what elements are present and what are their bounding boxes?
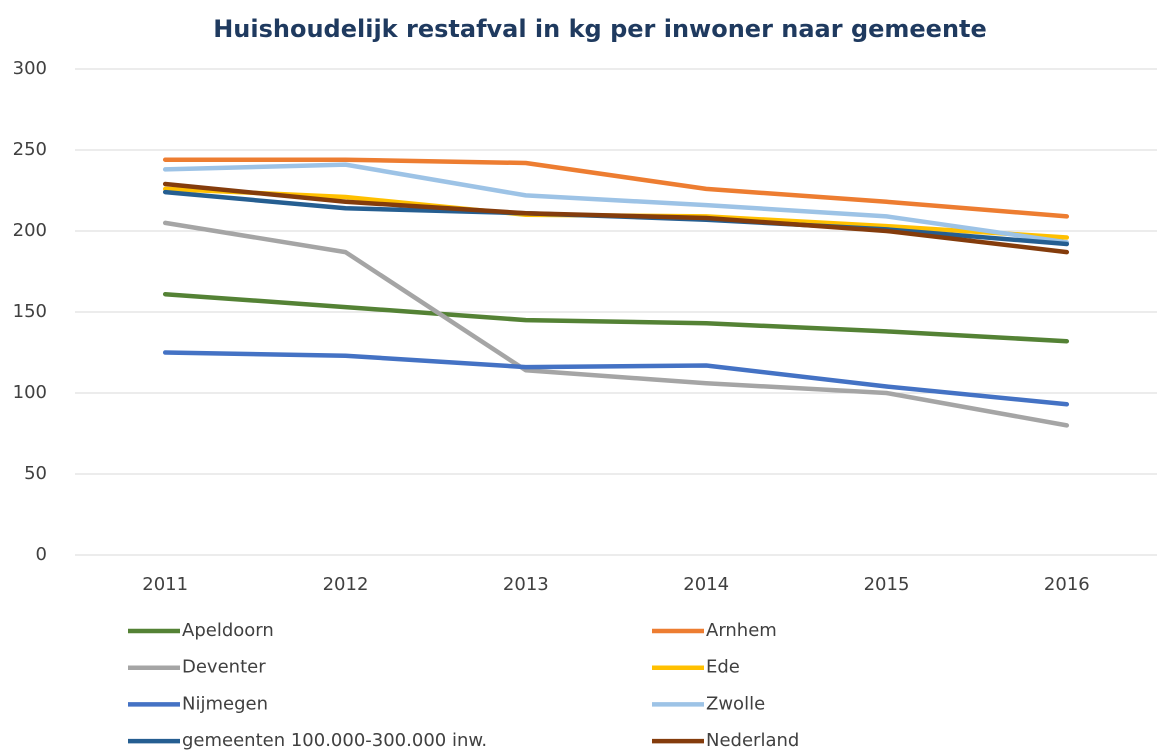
legend-label: Arnhem: [706, 620, 777, 641]
series-line: [162, 350, 1070, 407]
series-line: [162, 181, 1070, 255]
x-tick-label: 2014: [683, 574, 729, 595]
legend-label: Nederland: [706, 730, 799, 751]
chart-title: Huishoudelijk restafval in kg per inwone…: [213, 15, 987, 43]
series-line: [162, 157, 1070, 219]
y-tick-label: 50: [24, 463, 47, 484]
legend-label: Ede: [706, 657, 740, 678]
legend-label: Apeldoorn: [182, 620, 274, 641]
x-tick-label: 2012: [323, 574, 369, 595]
legend-label: Nijmegen: [182, 693, 268, 714]
y-tick-label: 0: [36, 544, 47, 565]
series-line: [162, 220, 1070, 428]
y-tick-label: 200: [13, 220, 47, 241]
x-tick-label: 2011: [142, 574, 188, 595]
series-line: [162, 162, 1070, 245]
x-tick-label: 2016: [1044, 574, 1090, 595]
x-tick-label: 2015: [864, 574, 910, 595]
legend-label: gemeenten 100.000-300.000 inw.: [182, 730, 487, 751]
legend-label: Zwolle: [706, 693, 765, 714]
y-tick-label: 250: [13, 139, 47, 160]
legend-label: Deventer: [182, 657, 266, 678]
series-line: [162, 291, 1070, 344]
y-tick-label: 150: [13, 301, 47, 322]
y-tick-label: 300: [13, 58, 47, 79]
x-tick-label: 2013: [503, 574, 549, 595]
y-tick-label: 100: [13, 382, 47, 403]
